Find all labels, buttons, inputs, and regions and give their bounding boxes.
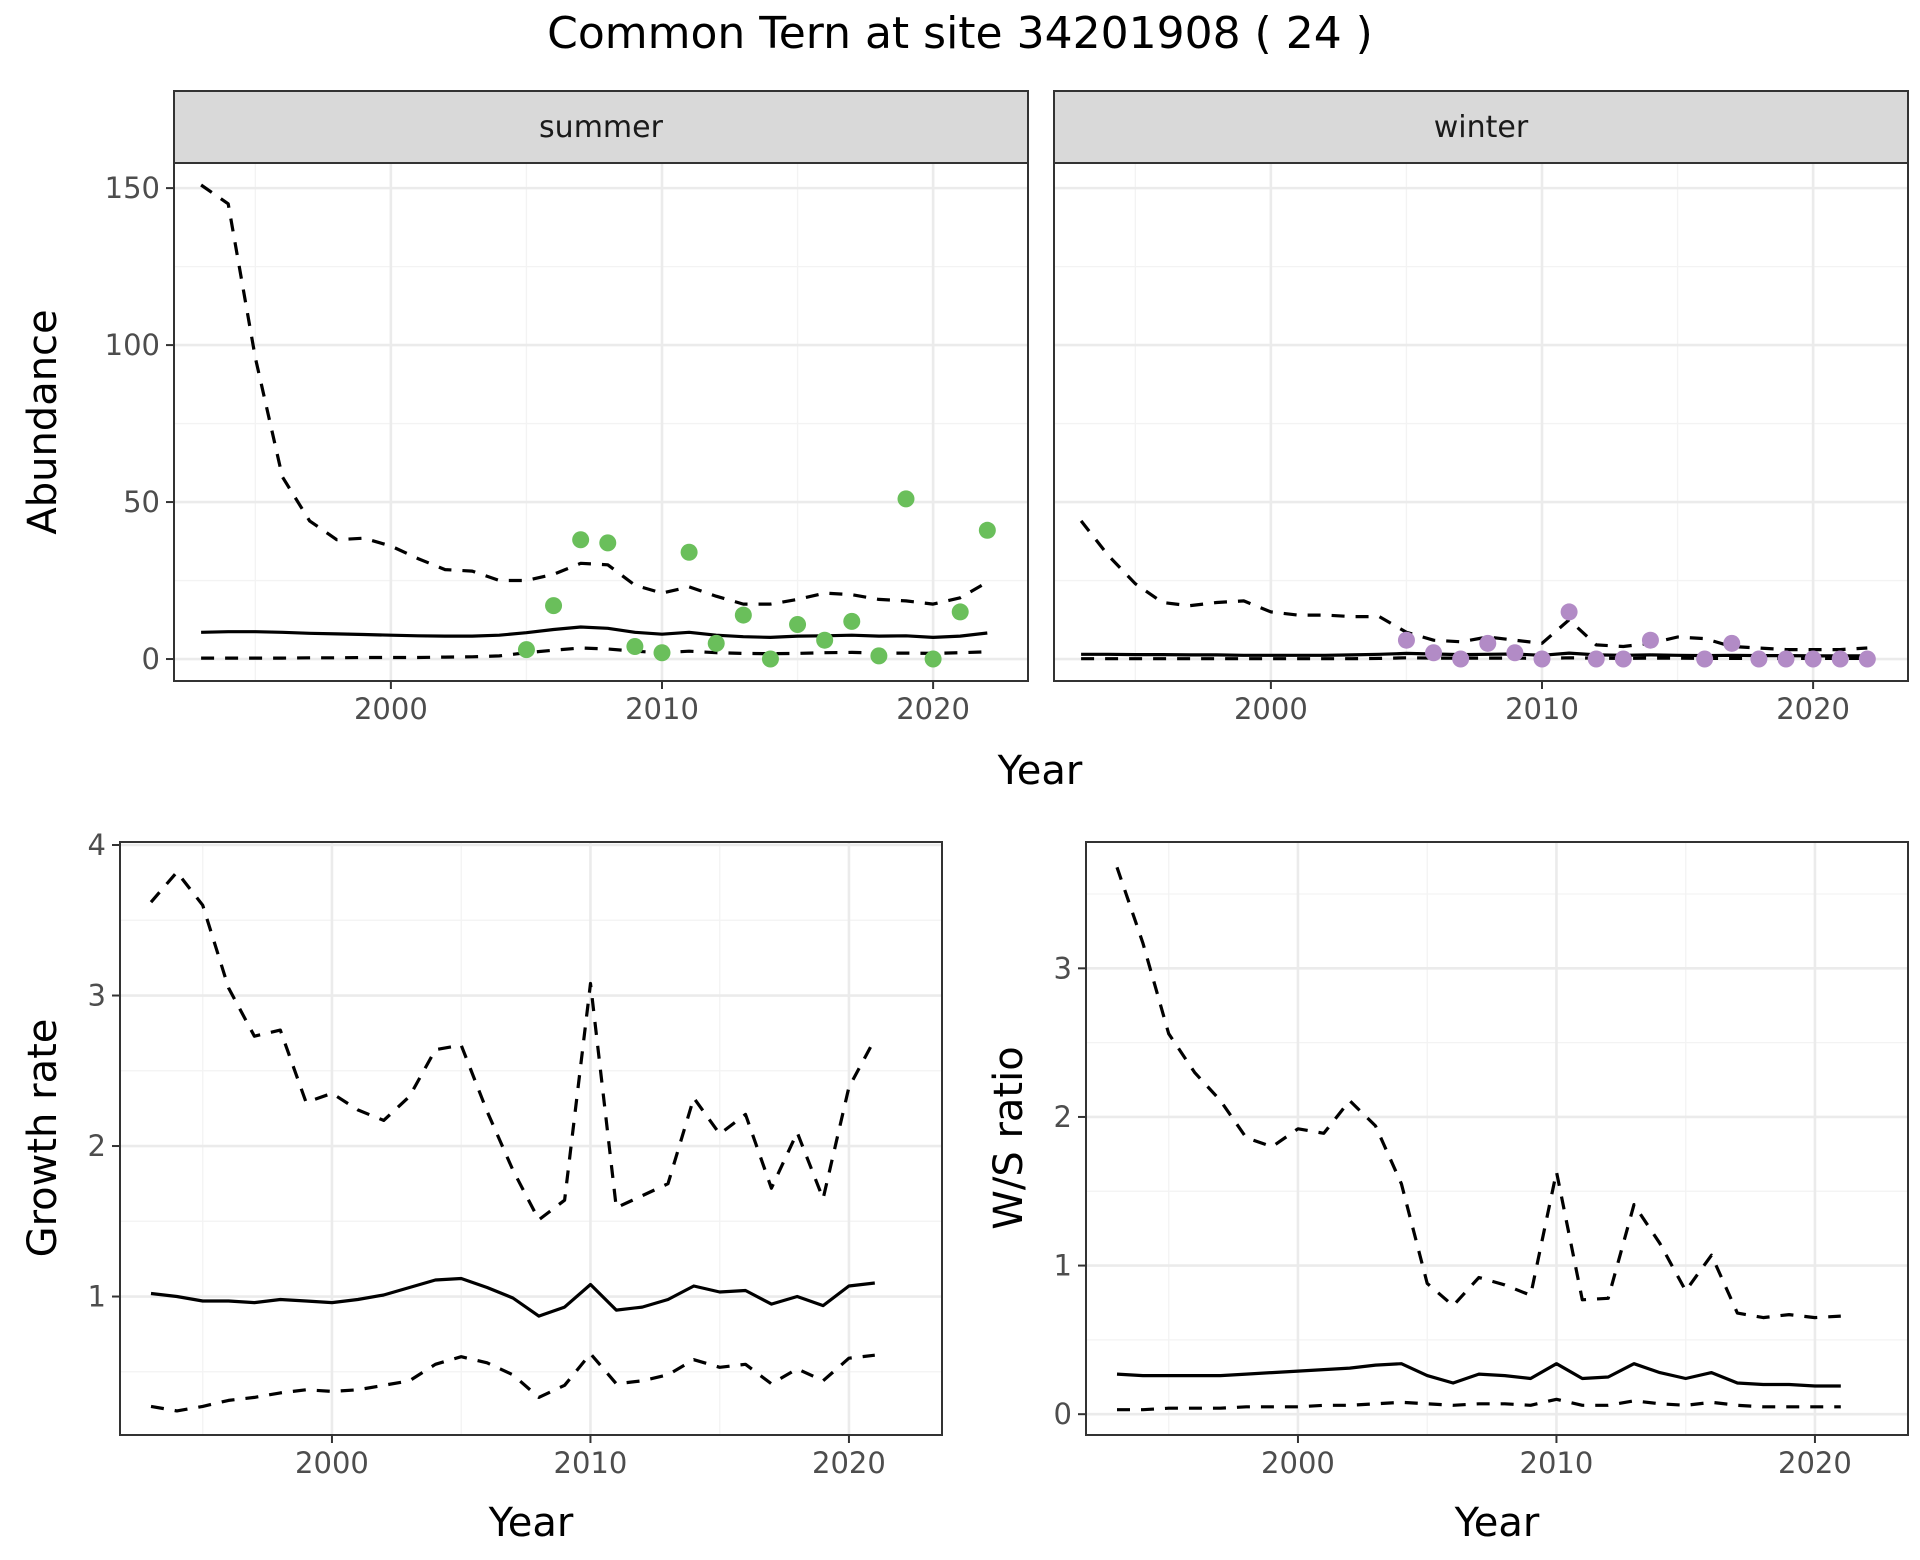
growth-panel: 2000 2010 2020 1 2 3 4	[88, 828, 943, 1480]
summer-observed-point	[680, 543, 698, 561]
ratio-x-tick-label: 2010	[1520, 1446, 1594, 1480]
winter-observed-point	[1425, 644, 1443, 662]
ratio-panel: 2000 2010 2020 0 1 2 3	[1054, 841, 1909, 1480]
summer-observed-point	[626, 637, 644, 655]
summer-observed-point	[951, 603, 969, 621]
winter-observed-point	[1750, 650, 1768, 668]
winter-panel: 2000 2010 2020 winter	[1053, 90, 1909, 726]
ratio-y-tick-label: 0	[1054, 1397, 1072, 1431]
summer-facet-label: summer	[539, 110, 664, 145]
ratio-estimate-line	[1116, 1362, 1841, 1388]
ratio-panel-border	[1085, 841, 1909, 1436]
winter-estimate-line	[1081, 651, 1868, 658]
summer-observed-point	[843, 612, 861, 630]
winter-observed-point	[1397, 631, 1415, 649]
ratio-upper-ci-line	[1115, 866, 1841, 1320]
winter-observed-point	[1723, 634, 1741, 652]
winter-observed-point	[1533, 650, 1551, 668]
winter-facet-strip	[1053, 90, 1909, 164]
growth-y-tick-label: 3	[88, 979, 106, 1013]
summer-y-tick-label: 50	[123, 485, 160, 519]
winter-observed-point	[1777, 650, 1795, 668]
ratio-x-axis-title: Year	[1454, 1500, 1540, 1546]
summer-observed-point	[653, 644, 671, 662]
winter-x-tick-label: 2010	[1505, 692, 1579, 726]
summer-observed-point	[707, 634, 725, 652]
abundance-chart: 2000 2010 2020 0 50 100 150 summer 2000 2010 2020 w…	[20, 90, 1909, 794]
summer-observed-point	[734, 606, 752, 624]
winter-observed-point	[1804, 650, 1822, 668]
winter-x-tick-label: 2000	[1234, 692, 1308, 726]
ratio-lower-ci-line	[1117, 1397, 1841, 1412]
summer-y-tick-label: 100	[105, 328, 160, 362]
growth-y-tick-label: 4	[88, 828, 106, 862]
growth-upper-ci-line	[149, 870, 877, 1222]
winter-facet-label: winter	[1434, 110, 1529, 145]
growth-x-tick-label: 2010	[554, 1446, 628, 1480]
ratio-y-tick-label: 3	[1054, 951, 1072, 985]
winter-observed-point	[1641, 631, 1659, 649]
summer-observed-point	[545, 597, 563, 615]
summer-x-tick-label: 2000	[354, 692, 428, 726]
ratio-x-tick-label: 2020	[1778, 1446, 1852, 1480]
growth-x-axis-title: Year	[488, 1500, 574, 1546]
winter-observed-point	[1452, 650, 1470, 668]
ws-ratio-chart: 2000 2010 2020 0 1 2 3 Year W/S ratio	[986, 841, 1909, 1546]
summer-observed-point	[870, 647, 888, 665]
winter-x-tick-label: 2020	[1776, 692, 1850, 726]
growth-y-tick-label: 1	[88, 1280, 106, 1314]
growth-lower-ci-line	[150, 1352, 875, 1413]
growth-y-tick-label: 2	[88, 1129, 106, 1163]
winter-observed-point	[1858, 650, 1876, 668]
summer-facet-strip	[173, 90, 1029, 164]
summer-x-tick-label: 2010	[625, 692, 699, 726]
growth-y-axis-title: Growth rate	[20, 1019, 66, 1258]
growth-x-tick-label: 2020	[812, 1446, 886, 1480]
summer-y-tick-label: 150	[105, 171, 160, 205]
winter-observed-point	[1831, 650, 1849, 668]
summer-estimate-line	[201, 625, 988, 639]
abundance-y-axis-title: Abundance	[20, 309, 66, 534]
summer-observed-point	[924, 650, 942, 668]
summer-observed-point	[599, 534, 617, 552]
growth-panel-border	[119, 841, 943, 1436]
growth-estimate-line	[150, 1276, 875, 1318]
winter-observed-point	[1614, 650, 1632, 668]
ratio-x-tick-label: 2000	[1261, 1446, 1335, 1480]
summer-x-tick-label: 2020	[896, 692, 970, 726]
ratio-y-tick-label: 2	[1054, 1100, 1072, 1134]
winter-observed-point	[1587, 650, 1605, 668]
summer-observed-point	[761, 650, 779, 668]
summer-observed-point	[517, 641, 535, 659]
summer-upper-ci-line	[200, 183, 989, 606]
summer-lower-ci-line	[201, 646, 988, 660]
winter-lower-ci-line	[1081, 656, 1868, 661]
ratio-y-tick-label: 1	[1054, 1249, 1072, 1283]
winter-observed-point	[1560, 603, 1578, 621]
winter-observed-point	[1696, 650, 1714, 668]
ratio-y-axis-title: W/S ratio	[986, 1046, 1032, 1229]
winter-observed-point	[1479, 634, 1497, 652]
summer-y-tick-label: 0	[142, 642, 160, 676]
summer-observed-point	[572, 531, 590, 549]
summer-observed-point	[897, 490, 915, 508]
growth-x-tick-label: 2000	[295, 1446, 369, 1480]
summer-observed-point	[816, 631, 834, 649]
summer-observed-point	[789, 615, 807, 633]
abundance-x-axis-title: Year	[997, 748, 1083, 794]
winter-upper-ci-line	[1079, 519, 1868, 652]
growth-rate-chart: 2000 2010 2020 1 2 3 4 Year Growth rate	[20, 828, 943, 1546]
chart-title: Common Tern at site 34201908 ( 24 )	[547, 8, 1373, 59]
summer-observed-point	[978, 521, 996, 539]
winter-observed-point	[1506, 644, 1524, 662]
summer-panel: 2000 2010 2020 0 50 100 150 summer	[105, 90, 1029, 726]
